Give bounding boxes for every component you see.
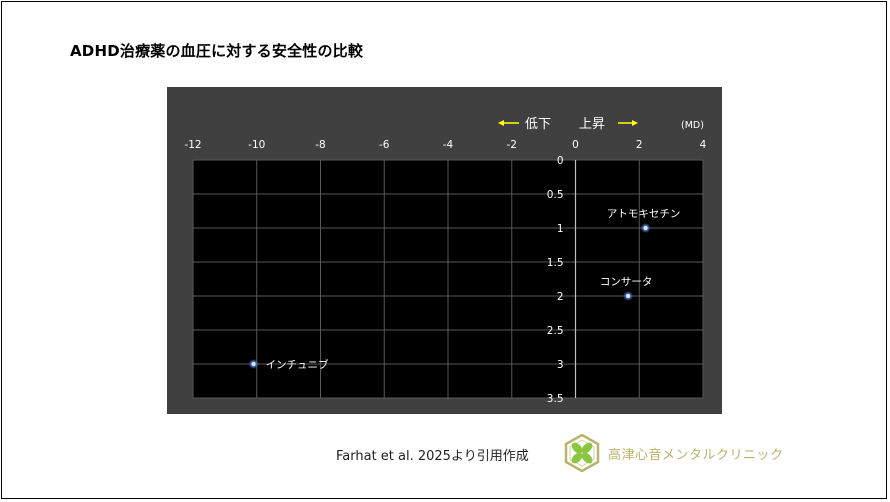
data-point (626, 294, 631, 298)
page-title: ADHD治療薬の血圧に対する安全性の比較 (70, 42, 364, 60)
data-label: アトモキセチン (607, 208, 681, 220)
x-tick-label: 0 (572, 139, 579, 151)
x-unit-label: (MD) (681, 120, 704, 131)
y-tick-labels: 0 0.5 1 1.5 2 2.5 3 3.5 (547, 155, 564, 405)
x-tick-label: -6 (379, 139, 390, 151)
y-tick-label: 2 (557, 291, 564, 303)
arrow-left-icon (498, 120, 504, 126)
scatter-chart: -12 -10 -8 -6 -4 -2 0 2 4 0 0.5 1 1.5 2 2.5 3 3.5 アトモキセ… (184, 117, 706, 405)
x-tick-label: 4 (700, 139, 707, 151)
y-tick-label: 3.5 (547, 393, 564, 405)
y-tick-label: 0 (557, 155, 564, 167)
chart-area: -12 -10 -8 -6 -4 -2 0 2 4 0 0.5 1 1.5 2 2.5 3 3.5 アトモキセ… (167, 87, 722, 414)
data-point (643, 226, 648, 230)
x-tick-label: -10 (248, 139, 265, 151)
x-tick-label: 2 (636, 139, 643, 151)
clinic-logo-icon (564, 434, 600, 472)
clinic-name: 高津心音メンタルクリニック (608, 448, 784, 463)
arrow-right-icon (632, 120, 638, 126)
data-point (251, 362, 256, 366)
direction-indicator: 低下 上昇 (MD) (498, 117, 704, 132)
x-tick-label: -2 (507, 139, 517, 151)
y-tick-label: 2.5 (547, 325, 564, 337)
grid-lines (192, 159, 704, 399)
direction-right-label: 上昇 (579, 117, 605, 132)
x-tick-label: -4 (443, 139, 454, 151)
y-tick-label: 1 (557, 223, 564, 235)
data-label: コンサータ (600, 276, 653, 288)
y-tick-label: 1.5 (547, 257, 564, 269)
x-tick-labels: -12 -10 -8 -6 -4 -2 0 2 4 (184, 139, 706, 151)
source-citation: Farhat et al. 2025より引用作成 (336, 449, 529, 464)
x-tick-label: -8 (315, 139, 325, 151)
direction-left-label: 低下 (525, 117, 551, 132)
x-tick-label: -12 (184, 139, 201, 151)
data-label: インチュニブ (266, 358, 329, 371)
y-tick-label: 0.5 (547, 189, 564, 201)
y-tick-label: 3 (557, 359, 564, 371)
